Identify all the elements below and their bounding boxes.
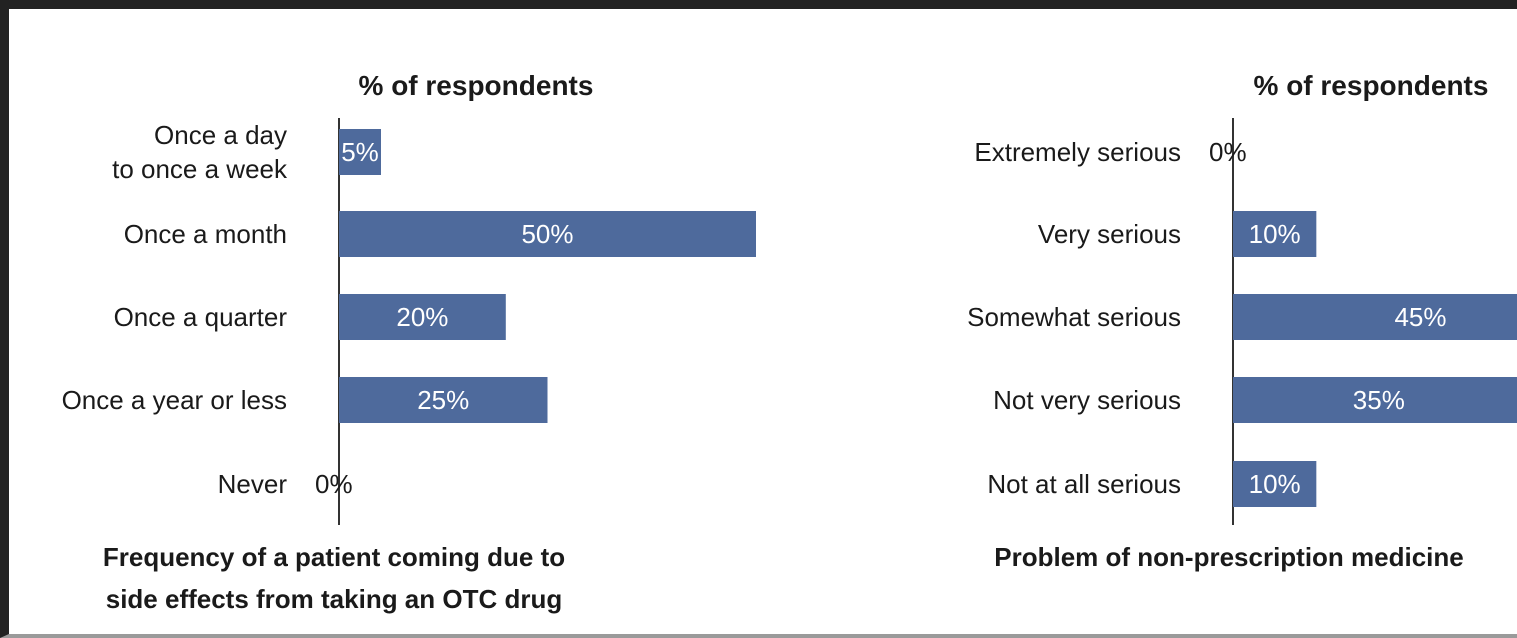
data-label: 50% [521,219,573,249]
chart-title: Problem of non-prescription medicine [994,542,1464,572]
category-label: Once a day [154,120,287,150]
category-label: Not at all serious [987,469,1181,499]
data-label: 20% [396,302,448,332]
data-label: 45% [1394,302,1446,332]
category-label: Once a quarter [114,302,288,332]
unit-label: % of respondents [359,70,594,101]
bar [339,377,548,423]
data-label: 0% [1209,137,1247,167]
bar [1233,461,1317,507]
bar [339,129,381,175]
category-label: Never [218,469,288,499]
bar [1233,294,1517,340]
data-label: 0% [315,469,353,499]
data-label: 10% [1249,469,1301,499]
unit-label: % of respondents [1254,70,1489,101]
chart-title: Frequency of a patient coming due to [103,542,565,572]
data-label: 35% [1353,385,1405,415]
category-label: to once a week [112,154,288,184]
data-label: 10% [1249,219,1301,249]
category-label: Extremely serious [974,137,1181,167]
frequency-chart: % of respondents Once a day to once a week… [62,70,756,614]
category-label: Once a month [124,219,287,249]
bar [1233,211,1317,257]
bar [1233,377,1517,423]
bar [339,211,756,257]
category-label: Somewhat serious [967,302,1181,332]
bar [339,294,506,340]
chart-title: side effects from taking an OTC drug [106,584,563,614]
severity-chart: % of respondents Extremely serious 0% Very … [967,70,1517,572]
category-label: Not very serious [993,385,1181,415]
data-label: 5% [341,137,379,167]
category-label: Very serious [1038,219,1181,249]
category-label: Once a year or less [62,385,287,415]
data-label: 25% [417,385,469,415]
